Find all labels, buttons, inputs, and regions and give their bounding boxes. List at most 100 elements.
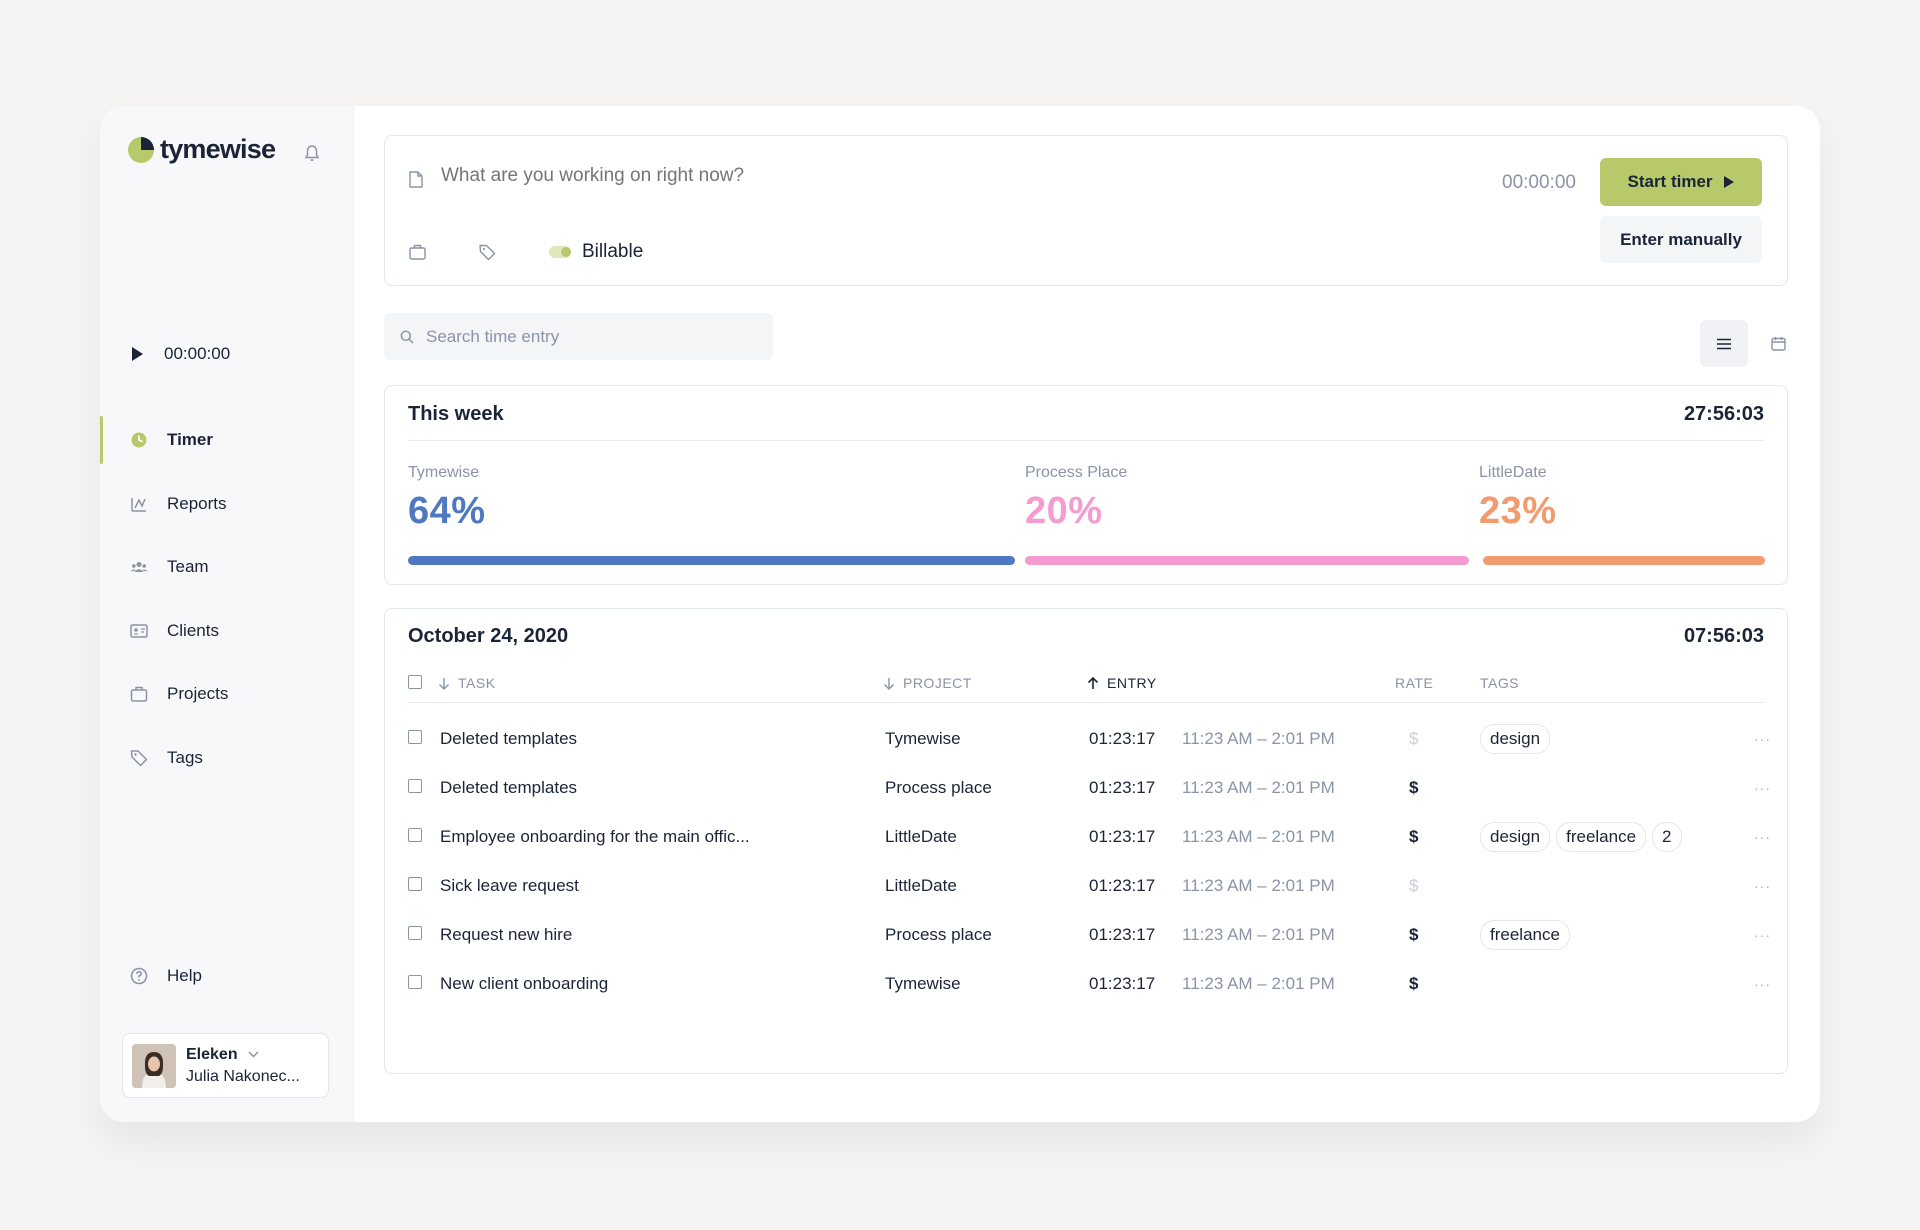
table-row[interactable]: New client onboarding Tymewise 01:23:17 … xyxy=(408,964,1770,1004)
row-task[interactable]: Employee onboarding for the main offic..… xyxy=(440,827,750,846)
row-time-range[interactable]: 11:23 AM – 2:01 PM xyxy=(1182,729,1335,748)
reports-icon xyxy=(130,495,148,513)
column-project[interactable]: PROJECT xyxy=(883,675,972,691)
tag-chip[interactable]: design xyxy=(1480,724,1551,754)
tag-icon[interactable] xyxy=(479,244,496,261)
table-row[interactable]: Deleted templates Process place 01:23:17… xyxy=(408,768,1770,808)
row-task[interactable]: Request new hire xyxy=(440,925,573,944)
sidebar-item-team[interactable]: Team xyxy=(100,543,354,591)
list-icon xyxy=(1717,338,1731,349)
tag-chip[interactable]: freelance xyxy=(1480,920,1570,950)
row-project[interactable]: Process place xyxy=(885,778,992,797)
sidebar-item-clients[interactable]: Clients xyxy=(100,607,354,655)
logo-text: tymewise xyxy=(160,134,276,164)
more-options-icon[interactable]: ··· xyxy=(1754,780,1771,796)
row-checkbox[interactable] xyxy=(408,827,422,847)
row-duration[interactable]: 01:23:17 xyxy=(1089,925,1156,944)
clock-icon xyxy=(130,431,148,449)
sidebar-timer[interactable]: 00:00:00 xyxy=(130,344,230,364)
row-duration[interactable]: 01:23:17 xyxy=(1089,974,1156,993)
column-tags[interactable]: TAGS xyxy=(1480,675,1520,691)
sidebar-item-label: Timer xyxy=(167,430,213,449)
row-task[interactable]: New client onboarding xyxy=(440,974,609,993)
play-icon[interactable] xyxy=(130,346,144,362)
row-time-range[interactable]: 11:23 AM – 2:01 PM xyxy=(1182,974,1335,993)
row-checkbox[interactable] xyxy=(408,925,422,945)
more-options-icon[interactable]: ··· xyxy=(1754,878,1771,894)
row-project[interactable]: LittleDate xyxy=(885,876,957,895)
project-bar-tymewise xyxy=(408,556,1015,565)
briefcase-icon[interactable] xyxy=(409,244,426,260)
sidebar-item-tags[interactable]: Tags xyxy=(100,734,354,782)
row-time-range[interactable]: 11:23 AM – 2:01 PM xyxy=(1182,827,1335,846)
list-view-button[interactable] xyxy=(1700,320,1748,367)
row-project[interactable]: Tymewise xyxy=(885,729,961,748)
user-switcher[interactable]: Eleken Julia Nakonec... xyxy=(122,1033,329,1098)
start-timer-button[interactable]: Start timer xyxy=(1600,158,1762,206)
search-box[interactable] xyxy=(384,313,773,360)
day-total: 07:56:03 xyxy=(1683,625,1764,647)
help-icon xyxy=(130,967,148,985)
sidebar-item-label: Help xyxy=(167,966,202,985)
row-time-range[interactable]: 11:23 AM – 2:01 PM xyxy=(1182,925,1335,944)
task-description-input[interactable] xyxy=(441,165,1241,187)
table-row[interactable]: Employee onboarding for the main offic..… xyxy=(408,817,1770,857)
project-name: Tymewise xyxy=(408,464,480,481)
column-rate[interactable]: RATE xyxy=(1395,675,1434,691)
select-all-checkbox[interactable] xyxy=(408,675,422,689)
table-row[interactable]: Deleted templates Tymewise 01:23:17 11:2… xyxy=(408,719,1770,759)
project-summary-process-place[interactable]: Process Place 20% xyxy=(1025,464,1127,533)
row-task[interactable]: Sick leave request xyxy=(440,876,579,895)
sidebar-item-reports[interactable]: Reports xyxy=(100,480,354,528)
tag-chip[interactable]: design xyxy=(1480,822,1551,852)
row-billable-toggle[interactable]: $ xyxy=(1409,876,1419,895)
enter-manually-button[interactable]: Enter manually xyxy=(1600,216,1762,263)
table-row[interactable]: Request new hire Process place 01:23:17 … xyxy=(408,915,1770,955)
more-tags-count[interactable]: 2 xyxy=(1652,822,1682,852)
document-icon xyxy=(409,171,423,188)
row-checkbox[interactable] xyxy=(408,876,422,896)
row-duration[interactable]: 01:23:17 xyxy=(1089,778,1156,797)
row-time-range[interactable]: 11:23 AM – 2:01 PM xyxy=(1182,876,1335,895)
row-billable-toggle[interactable]: $ xyxy=(1409,974,1419,993)
column-task[interactable]: TASK xyxy=(438,675,496,691)
row-project[interactable]: LittleDate xyxy=(885,827,957,846)
row-checkbox[interactable] xyxy=(408,974,422,994)
billable-toggle[interactable]: Billable xyxy=(549,241,643,263)
row-duration[interactable]: 01:23:17 xyxy=(1089,876,1156,895)
search-input[interactable] xyxy=(426,326,756,347)
sidebar-item-timer[interactable]: Timer xyxy=(100,416,354,464)
weekly-summary: This week 27:56:03 Tymewise 64% Process … xyxy=(384,385,1788,585)
sidebar-item-projects[interactable]: Projects xyxy=(100,670,354,718)
calendar-view-button[interactable] xyxy=(1758,320,1798,367)
row-billable-toggle[interactable]: $ xyxy=(1409,729,1419,748)
row-project[interactable]: Tymewise xyxy=(885,974,961,993)
tag-chip[interactable]: freelance xyxy=(1556,822,1647,852)
logo[interactable]: tymewise xyxy=(127,134,276,165)
more-options-icon[interactable]: ··· xyxy=(1754,829,1771,845)
divider xyxy=(408,440,1764,441)
project-bar-littledate xyxy=(1483,556,1765,565)
project-summary-tymewise[interactable]: Tymewise 64% xyxy=(408,464,486,533)
row-billable-toggle[interactable]: $ xyxy=(1409,778,1419,797)
row-task[interactable]: Deleted templates xyxy=(440,778,578,797)
more-options-icon[interactable]: ··· xyxy=(1754,976,1771,992)
bell-icon[interactable] xyxy=(304,144,320,162)
project-summary-littledate[interactable]: LittleDate 23% xyxy=(1479,464,1557,533)
row-task[interactable]: Deleted templates xyxy=(440,729,578,748)
row-duration[interactable]: 01:23:17 xyxy=(1089,729,1156,748)
row-billable-toggle[interactable]: $ xyxy=(1409,827,1419,846)
row-project[interactable]: Process place xyxy=(885,925,992,944)
row-billable-toggle[interactable]: $ xyxy=(1409,925,1419,944)
row-duration[interactable]: 01:23:17 xyxy=(1089,827,1156,846)
more-options-icon[interactable]: ··· xyxy=(1754,731,1771,747)
sidebar-item-help[interactable]: Help xyxy=(130,966,202,986)
row-time-range[interactable]: 11:23 AM – 2:01 PM xyxy=(1182,778,1335,797)
more-options-icon[interactable]: ··· xyxy=(1754,927,1771,943)
row-checkbox[interactable] xyxy=(408,778,422,798)
sidebar-item-label: Clients xyxy=(167,620,219,640)
table-row[interactable]: Sick leave request LittleDate 01:23:17 1… xyxy=(408,866,1770,906)
row-checkbox[interactable] xyxy=(408,729,422,749)
column-entry[interactable]: ENTRY xyxy=(1087,675,1157,691)
toggle-switch[interactable] xyxy=(549,246,571,258)
